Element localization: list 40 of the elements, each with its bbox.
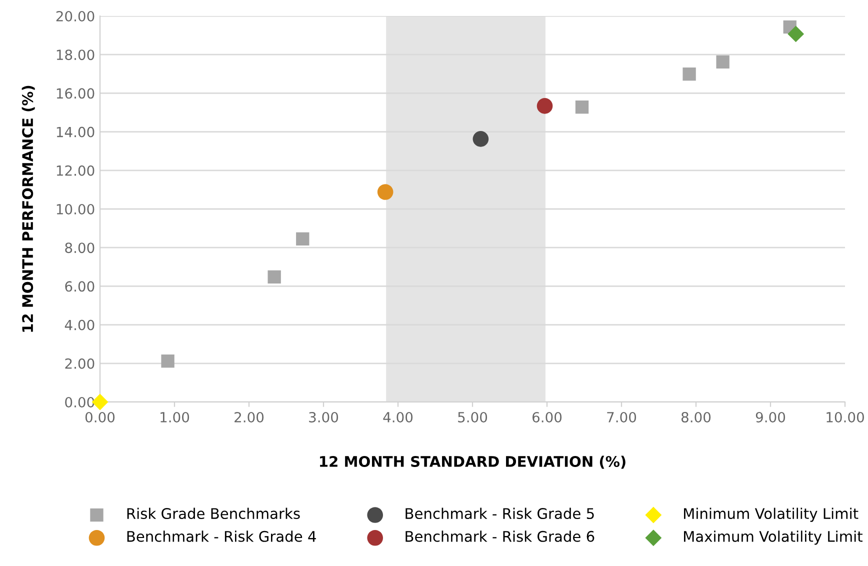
legend-label: Benchmark - Risk Grade 6 (406, 530, 594, 542)
x-tick-label: 9.00 (756, 412, 786, 422)
point (268, 270, 281, 284)
legend-label: Benchmark - Risk Grade 5 (406, 508, 594, 520)
y-tick-label: 14.00 (56, 126, 94, 138)
x-tick-label: 6.00 (532, 412, 562, 422)
x-axis-title: 12 MONTH STANDARD DEVIATION (%) (320, 456, 626, 469)
x-tick-label: 2.00 (234, 412, 264, 422)
point (377, 184, 394, 200)
y-tick-label: 0.00 (65, 396, 94, 408)
y-tick-label: 10.00 (56, 204, 94, 214)
y-tick-label: 12.00 (56, 165, 94, 176)
point (472, 131, 489, 147)
x-tick-label: 8.00 (681, 412, 711, 422)
legend-label: Benchmark - Risk Grade 4 (127, 530, 316, 542)
point (788, 26, 804, 42)
legend-label: Maximum Volatility Limit (684, 530, 862, 545)
y-tick-label: 8.00 (65, 242, 94, 254)
x-tick-label: 0.00 (85, 412, 115, 422)
point (536, 98, 553, 114)
y-tick-label: 16.00 (56, 88, 94, 99)
x-tick-label: 3.00 (309, 412, 338, 422)
x-tick-label: 7.00 (607, 412, 636, 422)
legend-label: Minimum Volatility Limit (684, 508, 858, 522)
y-axis-title: 12 MONTH PERFORMANCE (%) (22, 86, 35, 332)
y-tick-label: 20.00 (56, 10, 94, 22)
x-tick-label: 10.00 (826, 412, 864, 422)
x-tick-label: 5.00 (458, 412, 488, 422)
legend-label: Risk Grade Benchmarks (127, 508, 300, 520)
y-tick-label: 6.00 (65, 281, 94, 292)
x-tick-label: 4.00 (383, 412, 413, 422)
y-tick-label: 4.00 (64, 320, 94, 330)
y-tick-label: 2.00 (65, 358, 94, 369)
point (716, 55, 730, 69)
x-tick-label: 1.00 (160, 412, 190, 422)
point (575, 100, 589, 114)
y-tick-label: 18.00 (56, 50, 94, 60)
point (682, 68, 696, 81)
point (161, 354, 174, 368)
point (296, 232, 310, 246)
